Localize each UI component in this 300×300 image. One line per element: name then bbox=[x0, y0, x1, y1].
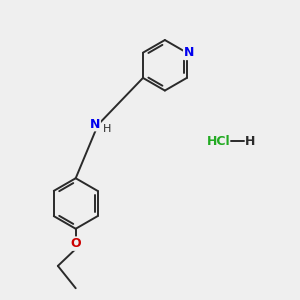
Text: H: H bbox=[103, 124, 111, 134]
Text: O: O bbox=[70, 237, 81, 250]
Text: HCl: HCl bbox=[206, 135, 230, 148]
Text: H: H bbox=[244, 135, 255, 148]
Text: N: N bbox=[90, 118, 100, 130]
Text: N: N bbox=[184, 46, 194, 59]
